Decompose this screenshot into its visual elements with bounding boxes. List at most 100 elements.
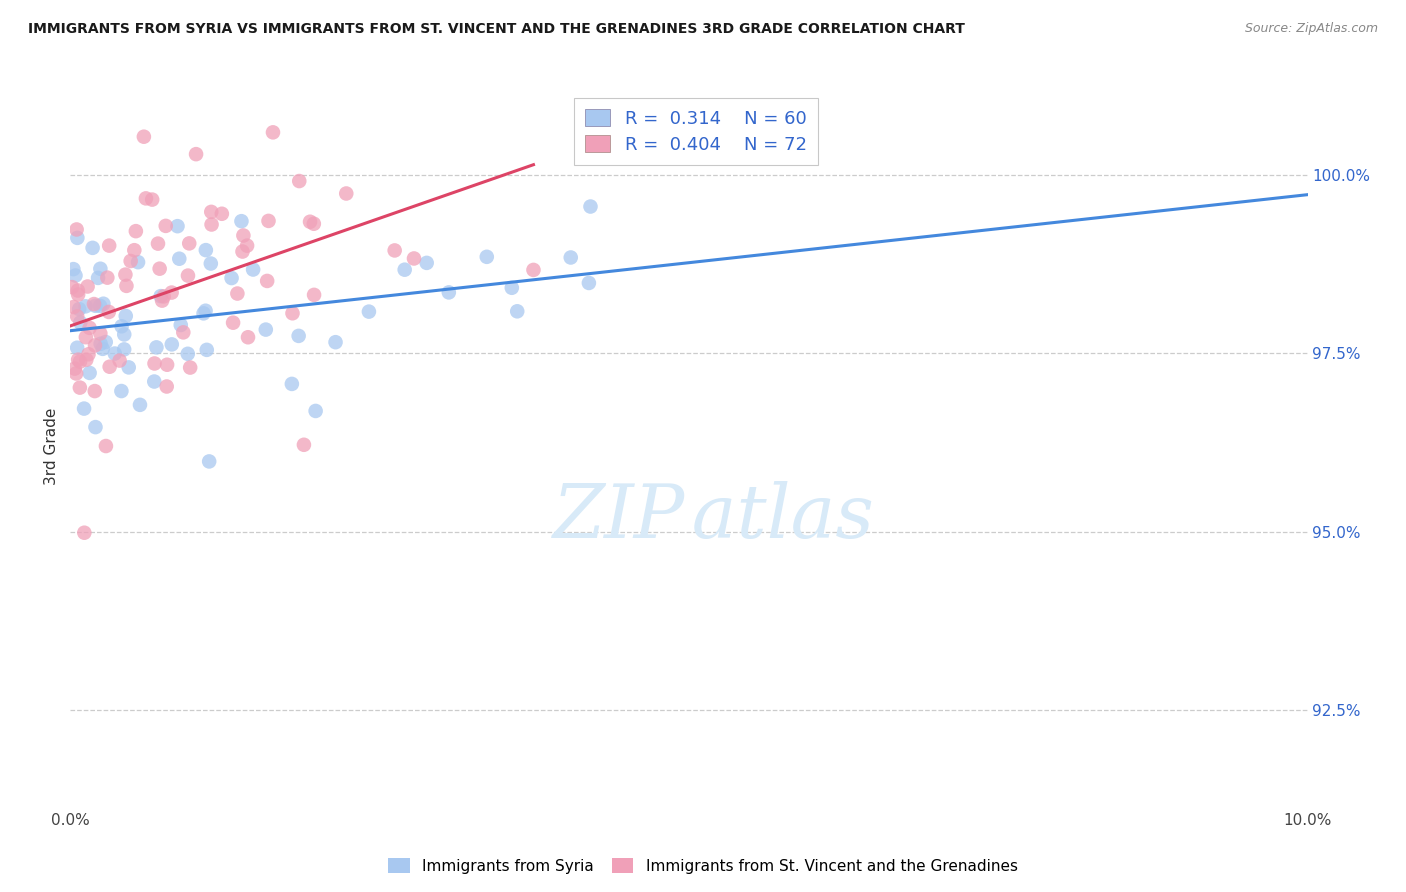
Point — [115, 278, 138, 293]
Point — [77, 347, 100, 361]
Point — [127, 255, 149, 269]
Point — [221, 271, 243, 285]
Point — [193, 306, 215, 320]
Point — [506, 304, 529, 318]
Point — [437, 285, 460, 300]
Point — [73, 525, 96, 540]
Point — [475, 250, 498, 264]
Point — [79, 366, 101, 380]
Point — [195, 343, 218, 357]
Point — [292, 438, 315, 452]
Point — [179, 360, 201, 375]
Point — [62, 262, 84, 277]
Point — [402, 252, 425, 266]
Text: Source: ZipAtlas.com: Source: ZipAtlas.com — [1244, 22, 1378, 36]
Point — [262, 125, 284, 139]
Point — [87, 271, 110, 285]
Legend: R =  0.314    N = 60, R =  0.404    N = 72: R = 0.314 N = 60, R = 0.404 N = 72 — [574, 98, 818, 165]
Point — [231, 214, 253, 228]
Text: ZIP atlas: ZIP atlas — [553, 481, 875, 554]
Point — [522, 263, 544, 277]
Text: IMMIGRANTS FROM SYRIA VS IMMIGRANTS FROM ST. VINCENT AND THE GRENADINES 3RD GRAD: IMMIGRANTS FROM SYRIA VS IMMIGRANTS FROM… — [28, 22, 965, 37]
Point — [67, 301, 90, 316]
Point — [281, 376, 304, 391]
Point — [67, 352, 90, 367]
Point — [149, 261, 172, 276]
Point — [65, 367, 87, 381]
Point — [160, 337, 183, 351]
Point — [132, 129, 155, 144]
Point — [242, 262, 264, 277]
Point — [155, 219, 177, 233]
Point — [579, 200, 602, 214]
Point — [114, 268, 136, 282]
Point — [73, 401, 96, 416]
Point — [287, 329, 309, 343]
Point — [281, 306, 304, 320]
Point — [60, 280, 83, 294]
Point — [299, 215, 322, 229]
Point — [325, 335, 347, 350]
Point — [129, 398, 152, 412]
Point — [231, 244, 253, 259]
Point — [335, 186, 357, 201]
Point — [236, 238, 259, 252]
Point — [560, 251, 582, 265]
Point — [75, 299, 97, 313]
Point — [110, 319, 132, 334]
Point — [125, 224, 148, 238]
Point — [184, 147, 207, 161]
Point — [236, 330, 259, 344]
Point — [76, 279, 98, 293]
Point — [69, 354, 91, 368]
Point — [82, 241, 104, 255]
Point — [179, 236, 201, 251]
Point — [63, 361, 86, 376]
Point — [90, 336, 112, 351]
Point — [124, 243, 146, 257]
Point — [93, 297, 115, 311]
Point — [254, 323, 277, 337]
Point — [94, 439, 117, 453]
Point — [194, 243, 217, 257]
Point — [104, 346, 127, 360]
Point — [89, 261, 111, 276]
Point — [160, 285, 183, 300]
Point — [169, 252, 191, 266]
Point — [143, 375, 166, 389]
Point — [97, 305, 120, 319]
Point — [150, 293, 173, 308]
Point — [91, 342, 114, 356]
Point — [108, 353, 131, 368]
Point — [222, 316, 245, 330]
Point — [110, 384, 132, 398]
Point — [177, 268, 200, 283]
Point — [69, 316, 91, 330]
Point — [177, 347, 200, 361]
Point — [83, 297, 105, 311]
Point — [172, 326, 194, 340]
Point — [194, 303, 217, 318]
Point — [415, 256, 437, 270]
Point — [84, 338, 107, 352]
Point — [394, 262, 416, 277]
Point — [112, 327, 135, 342]
Point — [256, 274, 278, 288]
Point — [62, 300, 84, 314]
Y-axis label: 3rd Grade: 3rd Grade — [44, 408, 59, 484]
Point — [84, 299, 107, 313]
Legend: Immigrants from Syria, Immigrants from St. Vincent and the Grenadines: Immigrants from Syria, Immigrants from S… — [382, 852, 1024, 880]
Point — [98, 359, 121, 374]
Point — [67, 287, 90, 301]
Point — [143, 356, 166, 370]
Point — [578, 276, 600, 290]
Point — [170, 318, 193, 332]
Point — [65, 268, 87, 283]
Point — [89, 326, 111, 341]
Point — [114, 309, 136, 323]
Point — [66, 310, 89, 324]
Point — [83, 384, 105, 398]
Point — [357, 304, 380, 318]
Point — [211, 207, 233, 221]
Point — [152, 289, 174, 303]
